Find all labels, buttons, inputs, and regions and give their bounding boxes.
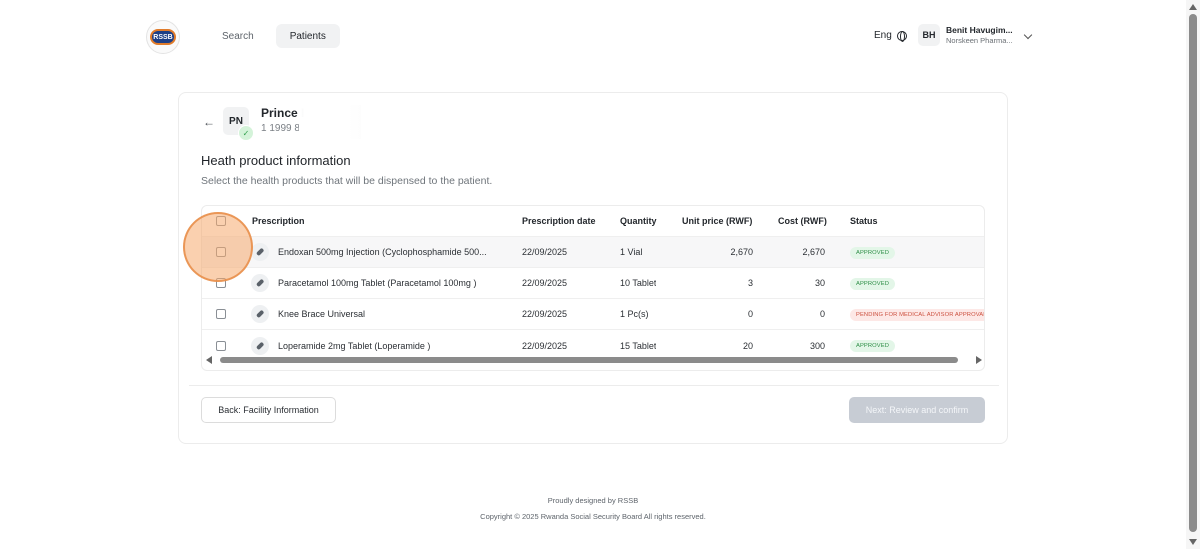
status-badge: APPROVED [850, 246, 896, 259]
rssb-logo[interactable]: RSSB [146, 20, 180, 54]
next-review-button[interactable]: Next: Review and confirm [849, 397, 985, 423]
page-vertical-scrollbar[interactable] [1186, 0, 1200, 549]
pill-icon [251, 274, 269, 292]
header-date: Prescription date [522, 216, 596, 226]
pill-icon [251, 305, 269, 323]
footer-copyright: Copyright © 2025 Rwanda Social Security … [480, 512, 706, 521]
patient-avatar: PN [223, 107, 249, 135]
row-checkbox[interactable] [216, 247, 226, 257]
user-info: Benit Havugim... Norskeen Pharma... [946, 25, 1013, 45]
scroll-thumb[interactable] [220, 357, 958, 363]
language-label: Eng [874, 30, 892, 41]
user-menu[interactable]: BH Benit Havugim... Norskeen Pharma... [918, 24, 1013, 46]
quantity: 1 Pc(s) [620, 309, 649, 319]
table-row[interactable]: Knee Brace Universal 22/09/2025 1 Pc(s) … [202, 299, 984, 330]
table-row[interactable]: Paracetamol 100mg Tablet (Paracetamol 10… [202, 268, 984, 299]
logo-text: RSSB [150, 29, 176, 45]
verified-check-icon: ✓ [238, 125, 254, 141]
footer-credit: Proudly designed by RSSB [547, 496, 639, 505]
row-checkbox[interactable] [216, 309, 226, 319]
pill-icon [251, 243, 269, 261]
prescription-date: 22/09/2025 [522, 247, 568, 257]
chevron-down-icon[interactable] [1023, 30, 1033, 40]
unit-price: 20 [742, 340, 753, 351]
user-avatar: BH [918, 24, 940, 46]
products-table: Prescription Prescription date Quantity … [201, 205, 985, 371]
product-name: Knee Brace Universal [278, 309, 366, 319]
nav-search[interactable]: Search [222, 30, 254, 42]
header-quantity: Quantity [620, 216, 657, 226]
scroll-down-icon[interactable] [1189, 539, 1197, 545]
table-row[interactable]: Loperamide 2mg Tablet (Loperamide ) 22/0… [202, 330, 984, 361]
quantity: 10 Tablet [620, 278, 657, 288]
row-checkbox[interactable] [216, 340, 226, 351]
table-horizontal-scrollbar[interactable] [202, 352, 984, 368]
cost: 0 [819, 309, 825, 319]
scroll-up-icon[interactable] [1189, 4, 1197, 10]
table-row[interactable]: Endoxan 500mg Injection (Cyclophosphamid… [202, 237, 984, 268]
main-nav: Search Patients [208, 24, 340, 48]
table-header-row: Prescription Prescription date Quantity … [202, 206, 984, 237]
section-subtitle: Select the health products that will be … [201, 175, 493, 187]
cost: 300 [809, 340, 825, 351]
patient-name: Prince I [261, 106, 305, 120]
user-name: Benit Havugim... [946, 25, 1013, 35]
header-status: Status [850, 216, 878, 226]
divider [189, 385, 999, 386]
header-unit-price: Unit price (RWF) [682, 216, 753, 226]
back-facility-button[interactable]: Back: Facility Information [201, 397, 336, 423]
status-badge: APPROVED [850, 340, 896, 352]
product-name: Endoxan 500mg Injection (Cyclophosphamid… [278, 247, 487, 257]
product-name: Paracetamol 100mg Tablet (Paracetamol 10… [278, 278, 477, 288]
prescription-date: 22/09/2025 [522, 278, 568, 288]
select-all-checkbox[interactable] [216, 216, 226, 226]
unit-price: 0 [747, 309, 753, 319]
prescription-date: 22/09/2025 [522, 340, 568, 351]
product-name: Loperamide 2mg Tablet (Loperamide ) [278, 340, 431, 351]
language-selector[interactable]: Eng [874, 30, 907, 42]
quantity: 15 Tablet [620, 340, 657, 351]
back-arrow-icon[interactable]: ← [203, 115, 215, 129]
globe-icon [896, 30, 907, 42]
prescription-date: 22/09/2025 [522, 309, 568, 319]
scroll-left-icon[interactable] [206, 356, 212, 364]
pill-icon [251, 336, 269, 355]
unit-price: 3 [747, 278, 753, 288]
row-checkbox[interactable] [216, 278, 226, 288]
quantity: 1 Vial [620, 247, 643, 257]
redaction-overlay [299, 105, 361, 139]
patient-id: 1 1999 8 [261, 123, 300, 134]
section-title: Heath product information [201, 153, 351, 168]
unit-price: 2,670 [730, 247, 753, 257]
status-badge: APPROVED [850, 277, 896, 290]
cost: 2,670 [802, 247, 825, 257]
scroll-right-icon[interactable] [976, 356, 982, 364]
cost: 30 [814, 278, 825, 288]
dispense-card: ← PN ✓ Prince I 1 1999 8 Heath product i… [178, 92, 1008, 444]
nav-patients[interactable]: Patients [275, 24, 340, 48]
status-badge: PENDING FOR MEDICAL ADVISOR APPROVAL [850, 308, 984, 321]
header-cost: Cost (RWF) [778, 216, 827, 226]
user-org: Norskeen Pharma... [946, 36, 1013, 45]
header-prescription: Prescription [252, 216, 305, 226]
page-scroll-thumb[interactable] [1189, 14, 1197, 532]
